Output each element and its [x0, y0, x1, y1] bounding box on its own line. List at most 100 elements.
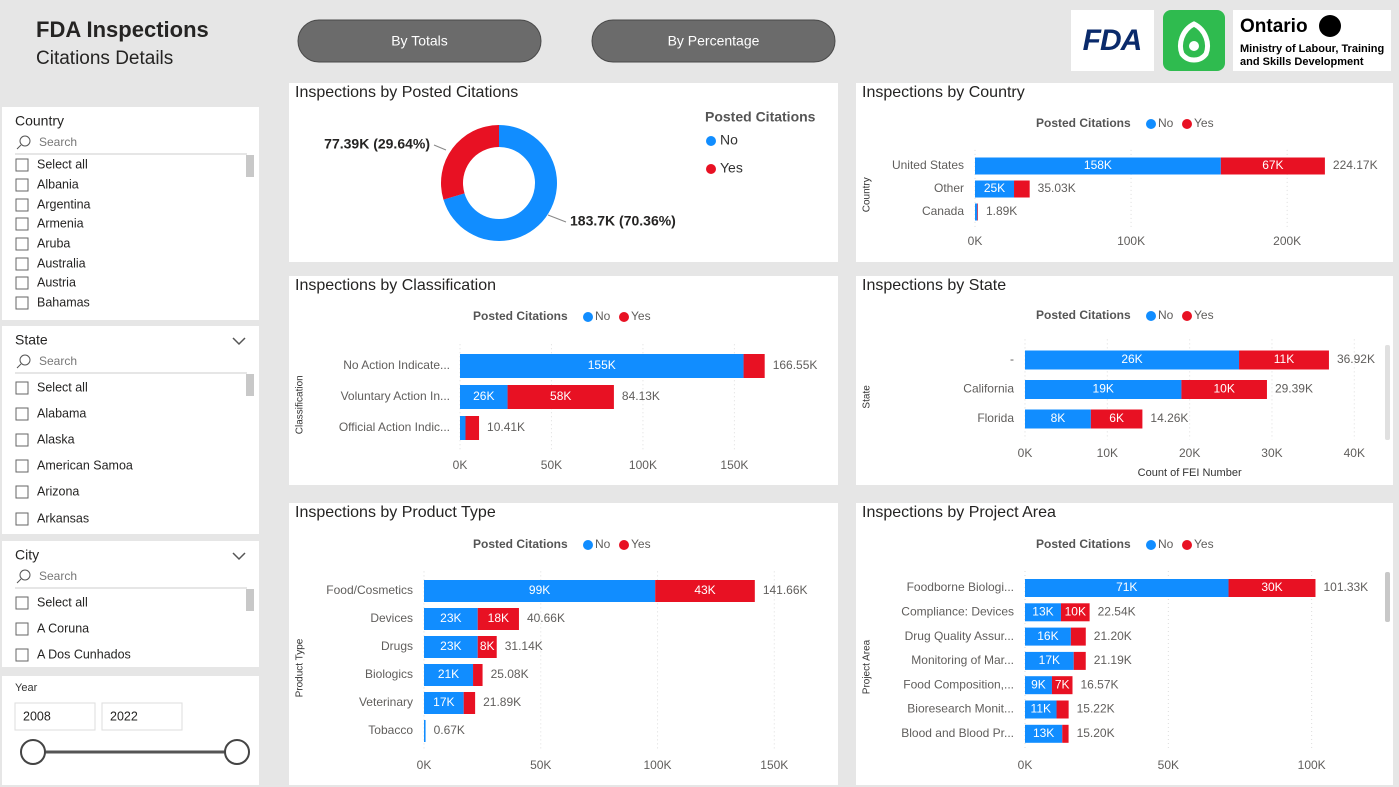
filter-item[interactable]: Arizona	[37, 484, 79, 498]
bar-segment	[1060, 603, 1090, 622]
y-axis-title: Country	[862, 177, 873, 212]
legend-label: Yes	[1194, 308, 1214, 322]
data-label: 23K	[440, 639, 461, 653]
search-icon	[16, 363, 22, 369]
filter-item[interactable]: Bahamas	[37, 295, 90, 309]
legend-marker	[1146, 119, 1156, 129]
checkbox[interactable]	[15, 257, 29, 271]
total-label: 29.39K	[1275, 382, 1313, 396]
button-label[interactable]: By Percentage	[668, 33, 760, 49]
filter-item[interactable]: Select all	[37, 380, 88, 394]
filter-item[interactable]: Albania	[37, 177, 79, 191]
checkbox[interactable]	[15, 276, 29, 290]
filter-item[interactable]: A Dos Cunhados	[37, 647, 131, 661]
total-label: 21.20K	[1094, 629, 1132, 643]
bar-segment	[460, 385, 508, 409]
filter-item[interactable]: Austria	[37, 275, 76, 289]
total-label: 1.89K	[986, 204, 1017, 218]
filter-item[interactable]: Argentina	[37, 197, 91, 211]
toggle-button[interactable]	[591, 19, 836, 63]
year-end[interactable]: 2022	[110, 709, 138, 723]
ontario-mark	[1319, 15, 1341, 37]
filter-item[interactable]: American Samoa	[37, 458, 133, 472]
data-label: 58K	[550, 389, 571, 403]
total-label: 101.33K	[1323, 580, 1368, 594]
legend-title: Posted Citations	[1036, 116, 1131, 130]
data-label: 17K	[433, 695, 454, 709]
logo-box	[1233, 10, 1391, 71]
bar-segment	[424, 580, 656, 602]
total-label: 16.57K	[1081, 677, 1119, 691]
search-icon	[19, 569, 31, 581]
bar-segment	[655, 580, 755, 602]
data-label: 43K	[694, 583, 715, 597]
panel	[2, 541, 259, 667]
filter-item[interactable]: Australia	[37, 256, 86, 270]
data-label: 77.39K (29.64%)	[324, 136, 430, 152]
x-tick-label: 0K	[417, 758, 432, 772]
year-start[interactable]: 2008	[23, 709, 51, 723]
data-label: 25K	[984, 181, 1005, 195]
legend-label: No	[1158, 537, 1174, 551]
checkbox[interactable]	[15, 433, 29, 447]
data-label: 67K	[1262, 158, 1283, 172]
search-box[interactable]: Search	[39, 354, 77, 368]
bar-segment	[1025, 724, 1063, 743]
filter-item[interactable]: Select all	[37, 157, 88, 171]
legend-label: Yes	[720, 160, 743, 176]
search-box[interactable]: Search	[39, 569, 77, 583]
bar-segment	[975, 180, 1015, 198]
year-input[interactable]	[14, 702, 96, 731]
chart-title: Inspections by Country	[862, 84, 1025, 101]
search-box[interactable]: Search	[39, 135, 77, 149]
category-label: Biologics	[365, 667, 413, 681]
category-label: Foodborne Biologi...	[907, 580, 1014, 594]
bar-segment	[1062, 724, 1069, 743]
checkbox[interactable]	[15, 596, 29, 610]
category-label: Devices	[370, 611, 413, 625]
filter-item[interactable]: Armenia	[37, 216, 84, 230]
checkbox[interactable]	[15, 622, 29, 636]
slider-handle[interactable]	[224, 739, 250, 765]
filter-item[interactable]: Alaska	[37, 432, 75, 446]
button-label[interactable]: By Totals	[391, 33, 448, 49]
checkbox[interactable]	[15, 648, 29, 662]
checkbox[interactable]	[15, 485, 29, 499]
checkbox[interactable]	[15, 237, 29, 251]
filter-item[interactable]: A Coruna	[37, 621, 89, 635]
checkbox[interactable]	[15, 158, 29, 172]
category-label: Canada	[922, 204, 964, 218]
data-label: 6K	[1109, 411, 1124, 425]
dropdown-chevron[interactable]	[232, 337, 246, 346]
checkbox[interactable]	[15, 198, 29, 212]
checkbox[interactable]	[15, 217, 29, 231]
chart-title: Inspections by Posted Citations	[295, 84, 518, 101]
legend-label: Yes	[631, 309, 651, 323]
checkbox[interactable]	[15, 178, 29, 192]
bar-segment	[424, 692, 464, 714]
checkbox[interactable]	[15, 459, 29, 473]
data-label: 9K	[1031, 677, 1046, 691]
slider-handle[interactable]	[20, 739, 46, 765]
year-input[interactable]	[101, 702, 183, 731]
x-tick-label: 100K	[1117, 234, 1145, 248]
total-label: 0.67K	[434, 723, 465, 737]
ministry-line: Ministry of Labour, Training	[1240, 43, 1384, 55]
legend-marker	[619, 540, 629, 550]
checkbox[interactable]	[15, 296, 29, 310]
checkbox[interactable]	[15, 512, 29, 526]
chart-title: Inspections by Product Type	[295, 504, 496, 521]
bar-segment	[424, 664, 474, 686]
filter-item[interactable]: Select all	[37, 595, 88, 609]
toggle-button[interactable]	[297, 19, 542, 63]
checkbox[interactable]	[15, 381, 29, 395]
filter-item[interactable]: Aruba	[37, 236, 70, 250]
total-label: 166.55K	[773, 358, 818, 372]
data-label: 23K	[440, 611, 461, 625]
dropdown-chevron[interactable]	[232, 552, 246, 561]
trillium-icon	[1178, 21, 1210, 63]
checkbox[interactable]	[15, 407, 29, 421]
filter-item[interactable]: Alabama	[37, 406, 86, 420]
legend-marker	[706, 136, 716, 146]
filter-item[interactable]: Arkansas	[37, 511, 89, 525]
